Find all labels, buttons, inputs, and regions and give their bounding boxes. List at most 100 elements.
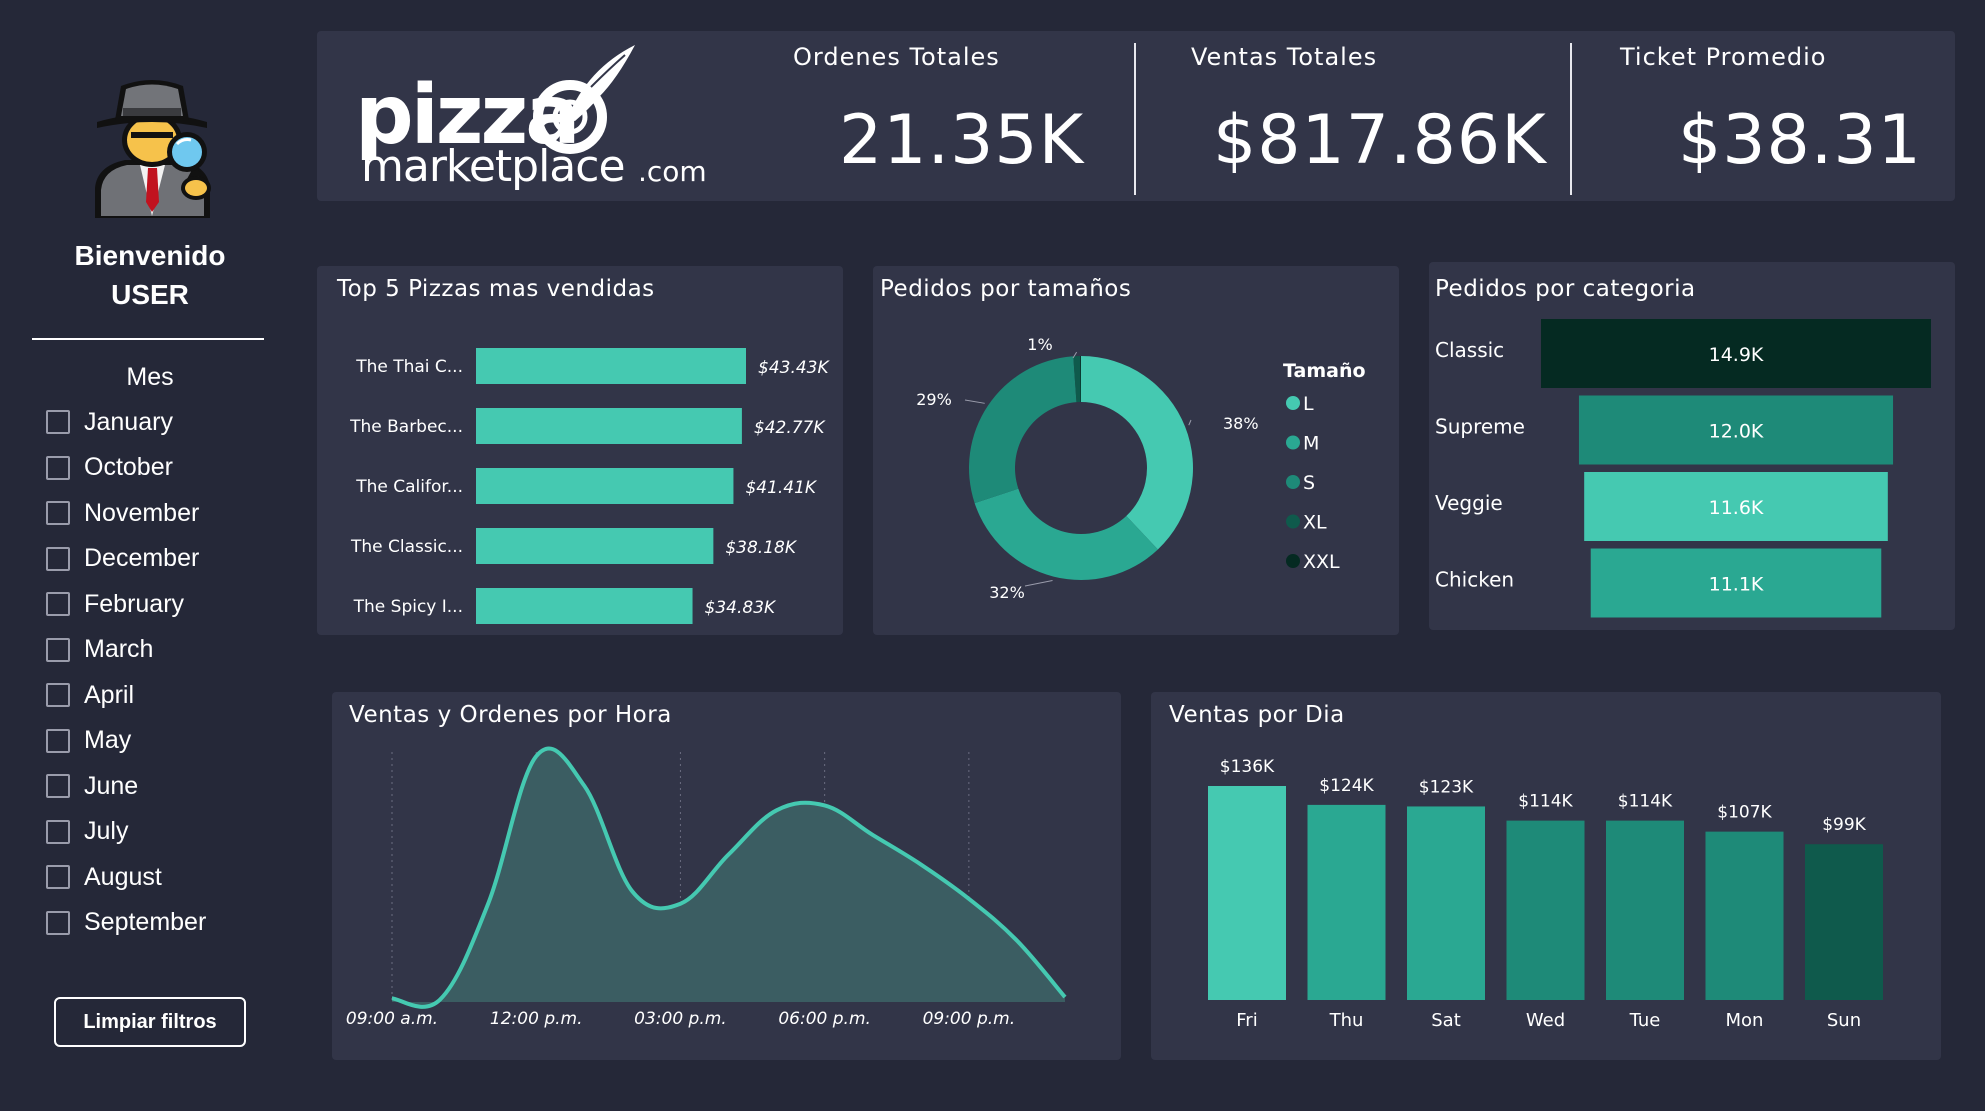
month-option-december[interactable]: December [46,543,199,575]
funnel-bar[interactable] [1584,472,1888,541]
donut-slice-l[interactable] [1081,356,1193,550]
month-option-november[interactable]: November [46,497,199,529]
checkbox[interactable] [46,637,70,662]
data-label: $43.43K [758,358,830,378]
welcome-text: Bienvenido USER [0,236,300,314]
bar-fri[interactable] [1208,786,1286,1000]
top-pizzas-chart: The Thai C... $43.43K The Barbec... $42.77K… [349,348,830,624]
x-tick-label: Wed [1526,1010,1565,1031]
data-label: $124K [1319,776,1374,796]
data-label: $99K [1822,815,1866,835]
data-label: $107K [1717,803,1772,823]
panel-title: Pedidos por categoria [1435,276,1696,302]
slice-label: 1% [1027,335,1052,354]
month-option-october[interactable]: October [46,452,173,484]
category-label: The Classic... [350,537,463,557]
kpi-title: Ordenes Totales [793,43,1000,71]
month-option-march[interactable]: March [46,634,153,666]
month-label: August [84,862,162,891]
month-label: November [84,498,200,527]
x-tick-label: Sat [1431,1010,1461,1031]
slice-label: 32% [989,583,1025,602]
legend-swatch [1286,435,1300,450]
funnel-bar[interactable] [1578,395,1894,465]
bar-sun[interactable] [1805,844,1883,1000]
sizes-panel: Pedidos por tamaños 38% 32% 29% 1% Tamaño L M S… [873,266,1399,635]
hourly-area-chart: 09:00 a.m. 12:00 p.m. 03:00 p.m. 06:00 p.m.… [346,746,1067,1029]
kpi-title: Ventas Totales [1191,43,1378,71]
month-option-february[interactable]: February [46,588,184,620]
checkbox[interactable] [46,728,70,753]
slice-label: 38% [1223,414,1259,433]
month-label: July [84,817,129,845]
kpi-value: $38.31 [1678,101,1922,180]
checkbox[interactable] [46,546,70,571]
x-tick-label: Tue [1629,1010,1661,1031]
checkbox[interactable] [46,774,70,798]
checkbox[interactable] [46,819,70,844]
x-tick-label: Thu [1329,1010,1364,1031]
checkbox[interactable] [46,592,70,616]
x-tick-label: 06:00 p.m. [778,1009,871,1029]
legend-label: XXL [1303,551,1340,573]
bar-mon[interactable] [1705,831,1784,1000]
data-label: $42.77K [754,418,826,438]
bar[interactable] [476,588,693,624]
checkbox[interactable] [46,455,70,480]
welcome-line: Bienvenido [74,240,226,271]
clear-filters-button[interactable]: Limpiar filtros [54,997,246,1047]
month-option-september[interactable]: September [46,907,206,939]
leader-line [1188,419,1192,426]
legend-title: Tamaño [1283,360,1366,382]
donut-slice-xxl[interactable] [1080,356,1081,403]
month-option-july[interactable]: July [46,816,128,848]
donut-slice-m[interactable] [974,488,1158,580]
daily-bar-chart: $136K Fri $124K Thu $123K Sat $114K Wed $114K Tue… [1208,757,1883,1031]
area-line[interactable] [391,746,1067,1009]
bar[interactable] [476,348,746,384]
bar[interactable] [476,528,714,564]
kpi-separator [1570,43,1572,195]
donut-slice-xl[interactable] [1073,356,1081,403]
pizza-marketplace-logo: pizza marketplace .com [355,45,707,192]
checkbox[interactable] [46,410,70,434]
bar-thu[interactable] [1307,804,1386,1000]
funnel-bar[interactable] [1541,319,1931,388]
bar-tue[interactable] [1606,820,1684,1000]
data-label: 11.6K [1709,497,1764,519]
data-label: $114K [1618,792,1673,812]
x-tick-label: Sun [1827,1010,1861,1031]
bar-sat[interactable] [1407,806,1485,1000]
data-label: 12.0K [1709,421,1764,443]
category-chart: Classic 14.9K Supreme 12.0K Veggie 11.6K Chick… [1435,319,1931,618]
data-label: $136K [1220,757,1275,777]
checkbox[interactable] [46,865,70,889]
data-label: $114K [1518,792,1573,812]
bar[interactable] [476,408,742,444]
bar[interactable] [476,468,734,504]
x-tick-label: 09:00 a.m. [346,1009,438,1029]
sidebar-divider [32,338,264,340]
legend-swatch [1286,514,1300,529]
hourly-panel: Ventas y Ordenes por Hora 09:00 a.m. 12:0… [332,692,1121,1060]
bar-wed[interactable] [1506,820,1585,1000]
user-name: USER [111,279,189,310]
donut-slice-s[interactable] [969,356,1077,504]
checkbox[interactable] [46,501,70,525]
month-option-june[interactable]: June [46,770,138,802]
month-label: April [84,680,135,709]
month-option-august[interactable]: August [46,861,162,893]
month-option-may[interactable]: May [46,725,131,757]
checkbox[interactable] [46,683,70,707]
data-label: $123K [1419,777,1474,797]
legend-label: S [1303,472,1315,494]
funnel-bar[interactable] [1590,548,1882,618]
month-option-january[interactable]: January [46,406,173,438]
checkbox[interactable] [46,910,70,935]
legend-swatch [1286,475,1300,489]
x-tick-label: 03:00 p.m. [634,1009,727,1029]
month-option-april[interactable]: April [46,679,134,711]
x-tick-label: Mon [1726,1010,1764,1031]
data-label: 14.9K [1709,344,1764,366]
panel-title: Ventas y Ordenes por Hora [349,702,672,728]
